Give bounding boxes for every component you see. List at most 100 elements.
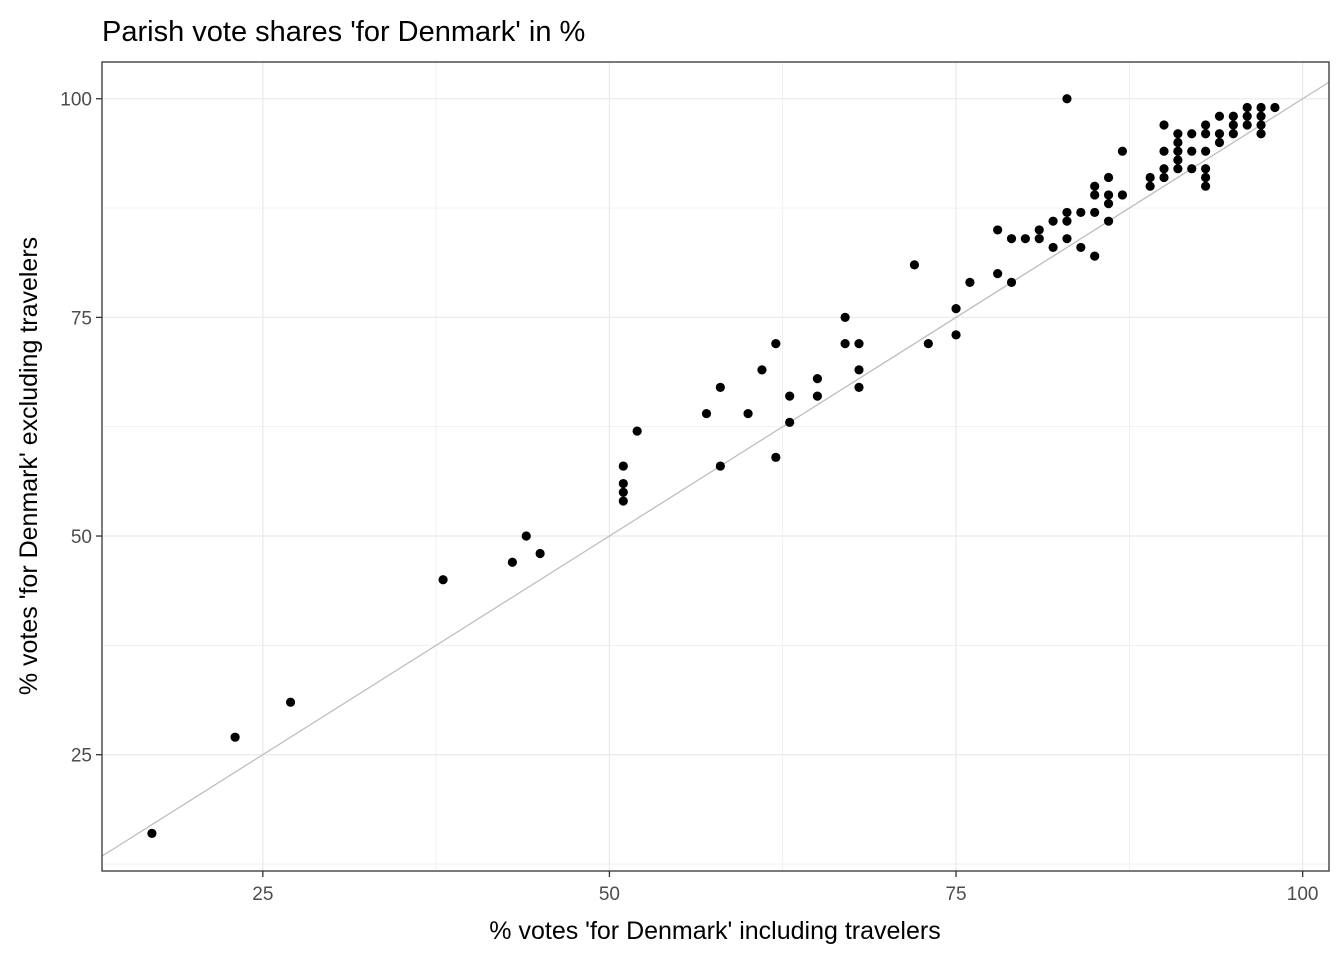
data-point bbox=[1076, 242, 1086, 253]
data-point bbox=[1062, 234, 1072, 244]
data-point bbox=[438, 575, 448, 585]
data-point bbox=[1062, 216, 1072, 226]
data-point bbox=[785, 391, 795, 401]
data-point bbox=[1145, 181, 1155, 191]
data-point bbox=[743, 408, 753, 419]
data-point bbox=[1103, 216, 1114, 226]
y-tick-label: 25 bbox=[71, 746, 92, 767]
data-point bbox=[1117, 190, 1128, 200]
data-point bbox=[1159, 164, 1169, 174]
data-point bbox=[951, 330, 961, 340]
data-point bbox=[1103, 199, 1114, 209]
data-point bbox=[771, 452, 781, 462]
data-point bbox=[1228, 129, 1238, 139]
data-point bbox=[1173, 155, 1183, 165]
x-tick-label: 100 bbox=[1287, 884, 1319, 905]
data-point bbox=[1214, 111, 1225, 121]
data-point bbox=[1090, 190, 1100, 200]
data-point bbox=[965, 277, 975, 287]
y-tick-label: 50 bbox=[71, 527, 92, 548]
data-point bbox=[854, 365, 864, 375]
data-point bbox=[1159, 172, 1169, 183]
data-point bbox=[618, 461, 628, 471]
data-point bbox=[507, 557, 517, 567]
data-point bbox=[1159, 120, 1169, 130]
data-point bbox=[1006, 234, 1017, 244]
panel-border bbox=[101, 61, 1330, 872]
data-point bbox=[632, 426, 642, 436]
data-point bbox=[757, 365, 767, 375]
data-point bbox=[1076, 207, 1086, 218]
data-point bbox=[1256, 102, 1266, 113]
data-point bbox=[1034, 234, 1044, 244]
data-point bbox=[1173, 129, 1183, 139]
x-tick-label: 25 bbox=[252, 884, 273, 905]
data-point bbox=[1256, 129, 1266, 139]
y-tick-label: 75 bbox=[71, 308, 92, 329]
major-gridlines bbox=[102, 62, 1329, 871]
data-point bbox=[1145, 172, 1155, 183]
data-point bbox=[1117, 146, 1128, 156]
data-point bbox=[230, 732, 240, 742]
data-point bbox=[1256, 120, 1266, 130]
x-axis-title: % votes 'for Denmark' including traveler… bbox=[489, 917, 940, 945]
data-point bbox=[1201, 146, 1211, 156]
minor-gridlines bbox=[102, 62, 1329, 871]
data-point bbox=[840, 339, 850, 349]
data-points bbox=[147, 94, 1280, 838]
data-point bbox=[618, 487, 628, 497]
data-point bbox=[1242, 111, 1252, 121]
y-axis-title: % votes 'for Denmark' excluding traveler… bbox=[15, 237, 43, 695]
y-axis-ticks: 25 50 75 100 bbox=[60, 90, 102, 767]
x-axis-ticks: 25 50 75 100 bbox=[252, 871, 1319, 905]
data-point bbox=[1006, 277, 1017, 287]
data-point bbox=[1242, 120, 1252, 130]
data-point bbox=[1256, 111, 1266, 121]
data-point bbox=[909, 260, 920, 270]
data-point bbox=[1214, 129, 1225, 139]
data-point bbox=[1201, 172, 1211, 183]
identity-line bbox=[102, 81, 1329, 857]
data-point bbox=[1214, 137, 1225, 148]
data-point bbox=[1048, 216, 1058, 226]
data-point bbox=[1228, 111, 1238, 121]
data-point bbox=[1020, 234, 1030, 244]
data-point bbox=[1201, 120, 1211, 130]
data-point bbox=[1173, 164, 1183, 174]
x-tick-label: 75 bbox=[945, 884, 966, 905]
data-point bbox=[771, 339, 781, 349]
data-point bbox=[1034, 225, 1044, 235]
data-point bbox=[1048, 242, 1058, 253]
data-point bbox=[1062, 94, 1072, 104]
data-point bbox=[1103, 190, 1114, 200]
data-point bbox=[701, 408, 712, 419]
data-point bbox=[923, 339, 933, 349]
data-point bbox=[715, 461, 725, 471]
data-point bbox=[785, 417, 795, 427]
data-point bbox=[1270, 102, 1280, 113]
data-point bbox=[285, 697, 296, 707]
data-point bbox=[1187, 164, 1197, 174]
data-point bbox=[812, 391, 823, 401]
data-point bbox=[993, 269, 1003, 279]
data-point bbox=[1242, 102, 1252, 113]
y-tick-label: 100 bbox=[60, 90, 92, 111]
data-point bbox=[993, 225, 1003, 235]
data-point bbox=[1173, 146, 1183, 156]
data-point bbox=[1187, 146, 1197, 156]
data-point bbox=[1090, 181, 1100, 191]
data-point bbox=[1201, 164, 1211, 174]
data-point bbox=[1201, 129, 1211, 139]
data-point bbox=[1090, 251, 1100, 261]
data-point bbox=[1062, 207, 1072, 218]
data-point bbox=[715, 382, 725, 392]
data-point bbox=[1103, 172, 1114, 183]
data-point bbox=[1228, 120, 1238, 130]
data-point bbox=[812, 374, 823, 384]
data-point bbox=[535, 548, 545, 559]
data-point bbox=[1159, 146, 1169, 156]
identity-line-group bbox=[102, 81, 1329, 857]
panel-background bbox=[102, 62, 1329, 871]
data-point bbox=[1201, 181, 1211, 191]
